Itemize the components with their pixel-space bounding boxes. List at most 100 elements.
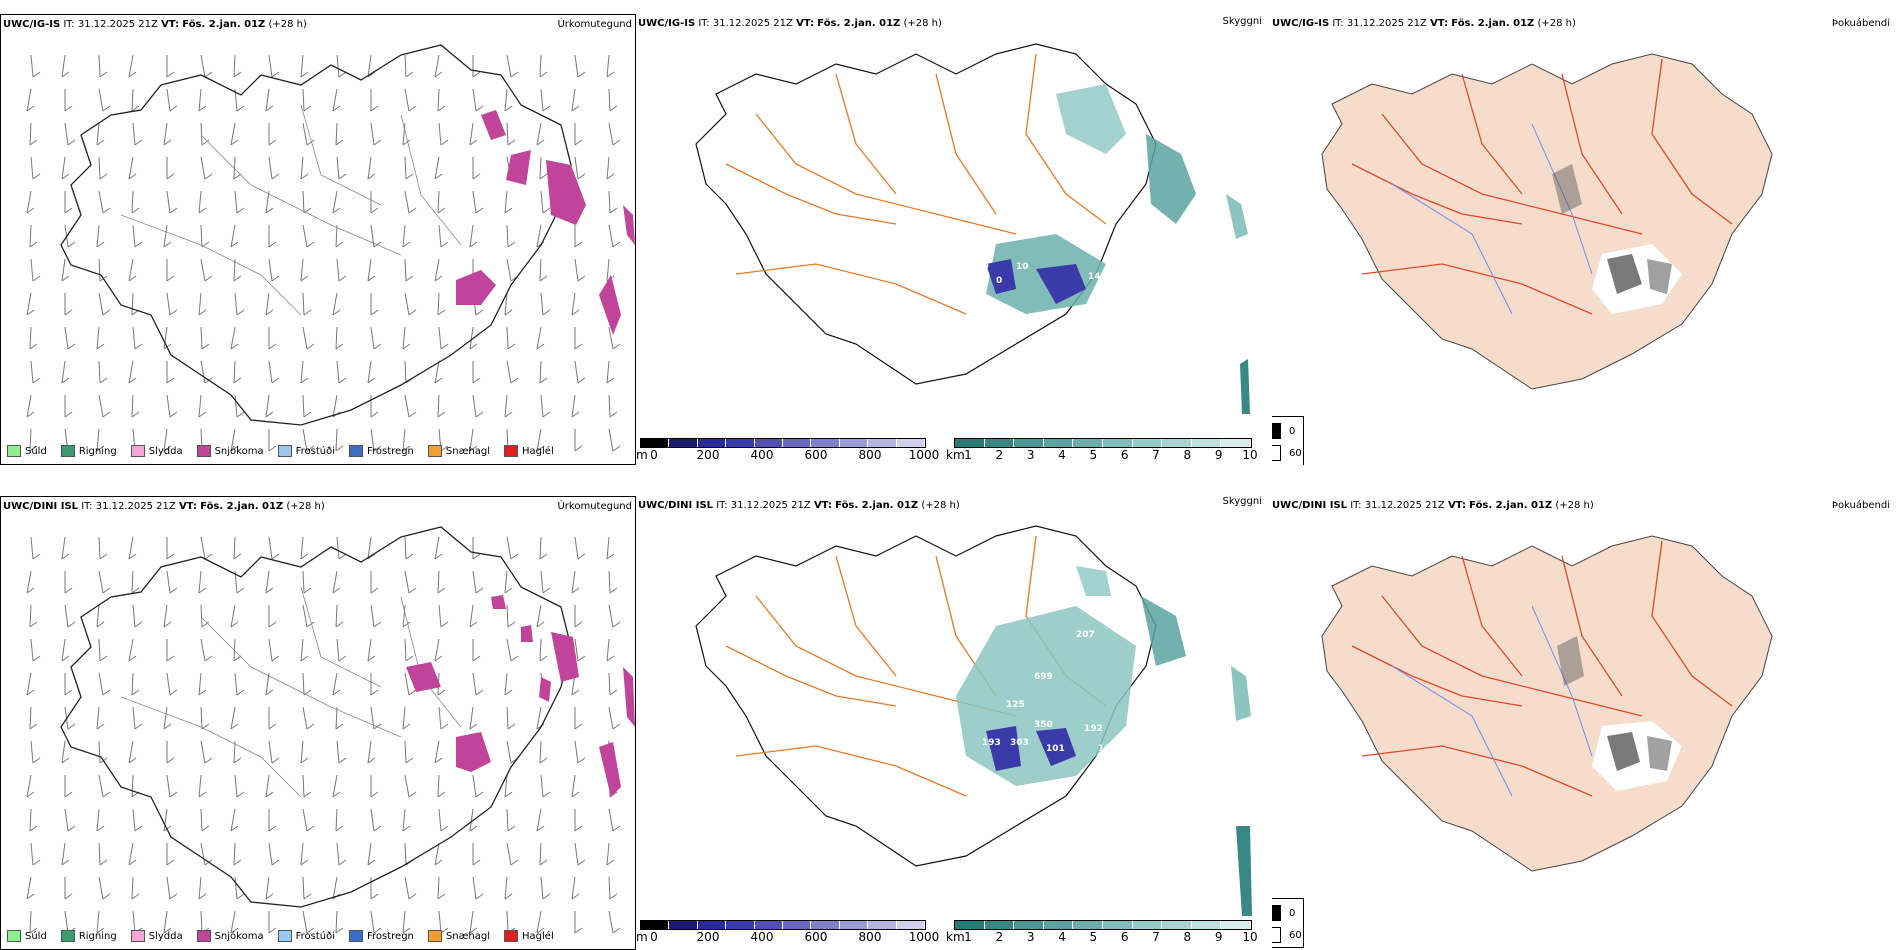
colorbar-step [1014,439,1044,447]
fog-label: 60 [1289,929,1302,941]
precip-map-2 [26,526,635,934]
colorbar-tick: 4 [1058,448,1066,462]
lead-time: (+28 h) [286,501,325,512]
legend-label: Rigning [78,445,117,457]
colorbar-unit: m [636,930,648,944]
colorbar-step [1073,439,1103,447]
fog-legend: 0 60 [1272,416,1304,465]
legend-item: Frostúði [277,930,335,942]
legend-swatch [277,445,292,457]
ceiling-value-label: 141 [1088,272,1107,282]
valid-label: VT: [1430,18,1449,29]
legend-label: Snjókoma [214,445,264,457]
ceiling-value-label: 699 [1034,672,1053,682]
legend-swatch [130,445,145,457]
legend-swatch [7,930,21,942]
ceiling-value-label: 190 [970,262,989,272]
legend-swatch [427,930,442,942]
legend-item: Haglél [504,930,554,942]
fog-legend: 0 60 [1272,898,1304,948]
colorbar-tick: 8 [1183,448,1192,462]
legend-swatch [196,930,211,942]
colorbar-step [1132,439,1163,447]
colorbar-step [1191,439,1222,447]
legend-label: Haglél [522,445,554,457]
colorbar-tick: 600 [804,930,828,944]
ceiling-value-label: 10 [1016,262,1029,272]
snow-area [481,110,506,140]
colorbar-step [669,921,698,929]
colorbar-scale [954,920,1252,930]
fog-legend-row: 60 [1272,445,1302,461]
model-name: UWC/DINI ISL [3,501,79,512]
panel-header: UWC/IG-IS IT: 31.12.2025 21Z VT: Fös. 2.… [3,19,307,30]
colorbar-unit: km [946,448,965,462]
legend-item: Slydda [130,930,183,942]
colorbar-tick: 1000 [908,448,940,462]
colorbar-scale [954,438,1252,448]
colorbar-tick: 0 [650,448,658,462]
ceiling-value-label: 84 [994,220,1007,230]
fog-swatch [1272,445,1281,461]
colorbar-step [697,439,727,447]
legend-label: Frostregn [367,930,414,942]
legend-swatch [277,930,292,942]
panel-header: UWC/DINI ISL IT: 31.12.2025 21Z VT: Fös.… [638,500,960,511]
snow-area [546,160,586,225]
ceiling-value-label: 303 [1010,738,1029,748]
legend-item: Súld [7,445,47,457]
model-name: UWC/DINI ISL [1272,500,1348,511]
valid-time: Fös. 2.jan. 01Z [817,18,901,29]
colorbar-step [868,439,897,447]
visibility-map-2 [695,525,1252,916]
fog-panel-1: UWC/IG-IS IT: 31.12.2025 21Z VT: Fös. 2.… [1272,14,1900,465]
legend-item: Snjókoma [196,930,264,942]
precip-type-panel-2: UWC/DINI ISL IT: 31.12.2025 21Z VT: Fös.… [0,496,636,950]
ceiling-colorbar: m 0 200 400 600 800 1000 [636,438,946,464]
init-time: IT: 31.12.2025 21Z [716,500,811,511]
ceiling-value-label: 125 [1006,700,1025,710]
legend-item: Rigning [60,930,117,942]
legend-swatch [427,445,442,457]
colorbar-step [669,439,698,447]
snow-area [456,270,496,305]
colorbar-tick: 800 [858,448,882,462]
ceiling-value-label: 193 [982,738,1001,748]
panel-title: Skyggni [1222,16,1262,27]
legend-label: Snæhagl [445,930,491,942]
colorbar-step [1221,921,1251,929]
legend-item: Snæhagl [427,445,490,457]
legend-item: Haglél [504,445,554,457]
precip-map-1 [26,44,635,452]
colorbar-step [896,921,926,929]
legend-swatch [130,930,145,942]
colorbar-unit: m [636,448,648,462]
lead-time: (+28 h) [1537,18,1576,29]
colorbar-step [1073,921,1103,929]
colorbar-step [984,439,1015,447]
ceiling-value-label: 350 [1034,720,1053,730]
fog-legend-row: 60 [1272,927,1302,943]
colorbar-scale [640,920,926,930]
lead-time: (+28 h) [1555,500,1594,511]
fog-swatch [1272,423,1281,439]
legend-label: Haglél [522,930,554,942]
panel-title: Úrkomutegund [557,19,632,30]
colorbar-step [868,921,897,929]
valid-label: VT: [178,501,197,512]
legend-swatch [504,930,519,942]
init-time: IT: 31.12.2025 21Z [1332,18,1427,29]
colorbar-tick: 200 [696,448,720,462]
fog-label: 0 [1289,907,1296,919]
colorbar-step [641,439,670,447]
colorbar-tick: 5 [1089,930,1098,944]
snow-area [599,275,621,335]
init-time: IT: 31.12.2025 21Z [1350,500,1445,511]
legend-item: Slydda [130,445,183,457]
iceland-outline [60,44,572,426]
valid-label: VT: [1447,500,1466,511]
legend-swatch [349,445,363,457]
panel-header: UWC/DINI ISL IT: 31.12.2025 21Z VT: Fös.… [3,501,325,512]
visibility-map-1 [695,43,1250,414]
legend-swatch [60,445,75,457]
